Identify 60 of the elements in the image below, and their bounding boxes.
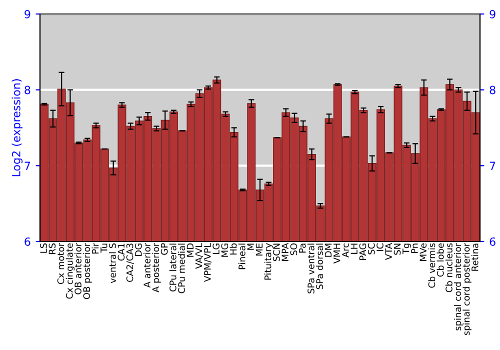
- x-tick-label: Cb vermis: [428, 243, 436, 288]
- x-tick-label: Cb lobe: [436, 243, 444, 277]
- x-tick-label: M: [247, 244, 254, 250]
- y2-tick-label: 6: [490, 237, 496, 246]
- x-tick-label: LG: [212, 244, 220, 254]
- x-tick-label: DM: [324, 244, 332, 257]
- x-tick-label: A posterior: [152, 242, 161, 292]
- x-tick-label: VA/VL: [196, 242, 203, 269]
- x-tick-label: OB posterior: [83, 242, 92, 300]
- x-tick-label: RS: [48, 243, 56, 254]
- x-tick-label: CA2/CA3: [126, 244, 134, 282]
- x-tick-label: LS: [40, 243, 47, 253]
- x-tick-label: ventral S: [108, 243, 116, 284]
- x-tick-label: Arc: [342, 243, 349, 258]
- x-tick-label: SC: [368, 243, 375, 254]
- x-tick-label: ME: [256, 243, 262, 256]
- x-tick-label: OB anterior: [74, 242, 82, 294]
- x-tick-label: SPa dorsal: [316, 244, 324, 290]
- x-tick-label: GP: [160, 243, 168, 255]
- x-tick-label: MPA: [282, 242, 288, 261]
- x-tick-label: Tu: [100, 244, 108, 253]
- x-tick-label: Hb: [230, 243, 237, 255]
- x-tick-label: SCN: [273, 244, 280, 262]
- x-tick-label: CPu lateral: [169, 244, 176, 292]
- x-tick-label: VPM/VPL: [204, 242, 212, 282]
- x-tick-label: Pn: [411, 244, 418, 254]
- x-tick-label: MG: [221, 244, 228, 257]
- x-tick-label: VTA: [385, 242, 392, 260]
- x-tick-label: SPa ventral: [307, 244, 314, 294]
- y2-tick-label: 8: [490, 86, 496, 94]
- x-tick-label: VMH: [334, 244, 340, 264]
- y-tick-label: 8: [24, 86, 30, 94]
- x-tick-label: MD: [186, 243, 194, 257]
- x-tick-label: Pituitary: [264, 243, 273, 280]
- x-tick-label: spinal cord posterior: [462, 242, 472, 336]
- y-axis-title: Log2 (expression): [12, 79, 23, 176]
- x-tick-label: Pineal: [238, 244, 246, 270]
- x-tick-label: Pa: [299, 244, 306, 253]
- x-tick-label: CA1: [118, 244, 125, 261]
- x-tick-label: Pir: [92, 242, 99, 254]
- x-tick-label: A anterior: [143, 242, 150, 288]
- x-tick-label: LH: [350, 244, 358, 254]
- x-tick-label: spinal cord anterior: [454, 242, 463, 330]
- x-tick-label: PAG: [359, 244, 366, 260]
- x-tick-label: Cx motor: [57, 242, 64, 284]
- y-tick-label: 7: [24, 162, 30, 170]
- x-tick-label: MVe: [420, 243, 427, 261]
- x-tick-label: SN: [394, 244, 401, 255]
- x-tick-label: DG: [135, 244, 142, 256]
- x-tick-label: IC: [376, 243, 384, 251]
- x-tick-label: Cb nucleus: [445, 243, 452, 292]
- x-tick-label: CPu medial: [178, 244, 185, 294]
- x-tick-label: Tg: [402, 244, 412, 254]
- x-tick-label: Cx cingulate: [66, 243, 75, 299]
- y2-tick-label: 7: [490, 162, 496, 170]
- y2-tick-label: 9: [490, 10, 496, 18]
- x-tick-label: Retina: [471, 244, 478, 271]
- y-tick-label: 6: [24, 237, 30, 246]
- y-tick-label: 9: [24, 10, 30, 18]
- x-tick-label: SO: [290, 243, 298, 256]
